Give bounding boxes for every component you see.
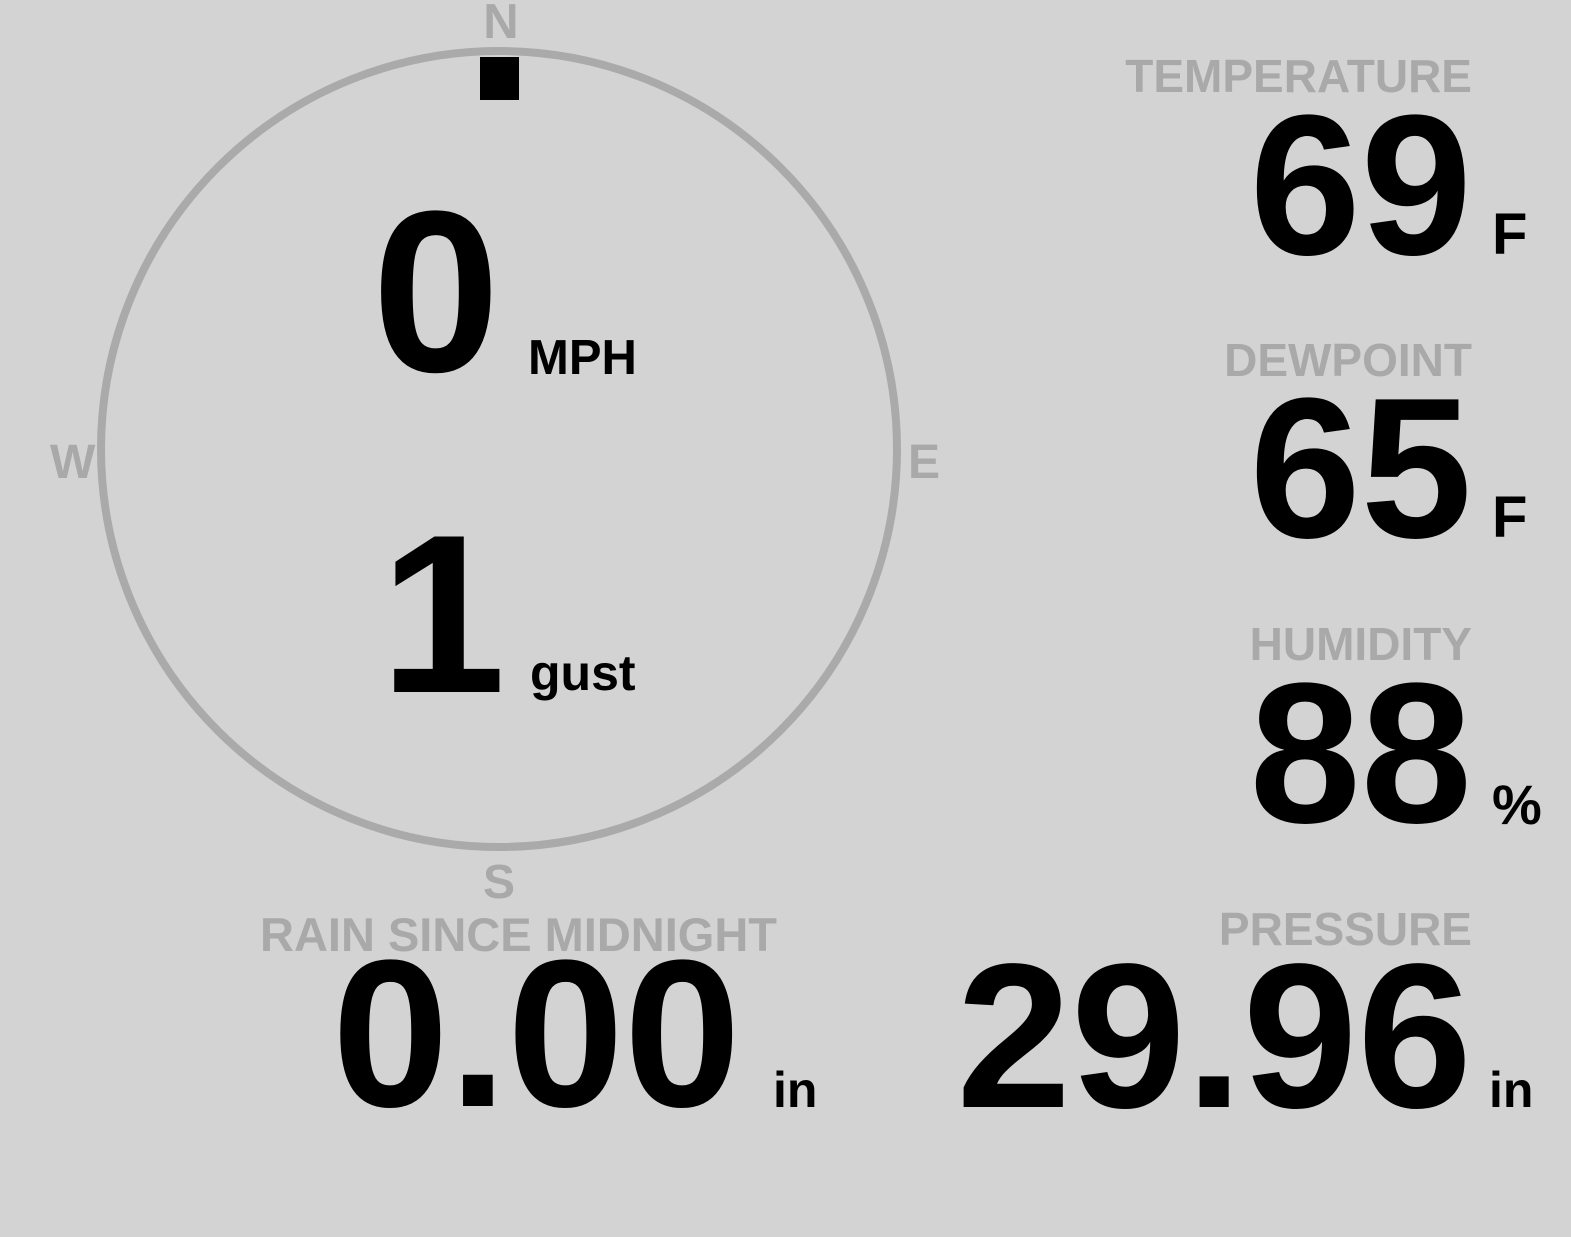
wind-gust-label: gust <box>530 645 636 701</box>
pressure-value: 29.96 <box>956 921 1472 1151</box>
humidity-value: 88 <box>1249 642 1472 865</box>
humidity-unit: % <box>1492 773 1542 836</box>
pressure-label: PRESSURE <box>1218 903 1472 955</box>
compass-north-label: N <box>483 0 519 49</box>
compass-west-label: W <box>50 436 96 489</box>
rain-label: RAIN SINCE MIDNIGHT <box>260 908 777 961</box>
temperature-label: TEMPERATURE <box>1125 50 1472 102</box>
humidity-label: HUMIDITY <box>1249 618 1472 670</box>
dewpoint-value: 65 <box>1249 357 1472 580</box>
temperature-value: 69 <box>1249 74 1472 297</box>
temperature-unit: F <box>1492 202 1528 267</box>
dewpoint-label: DEWPOINT <box>1224 334 1472 386</box>
wind-speed-value: 0 <box>372 163 500 420</box>
compass-east-label: E <box>908 436 941 489</box>
wind-direction-marker <box>480 57 519 100</box>
rain-unit: in <box>773 1062 818 1118</box>
dewpoint-unit: F <box>1492 485 1528 550</box>
pressure-unit: in <box>1489 1062 1534 1118</box>
wind-gust-value: 1 <box>380 487 506 740</box>
wind-speed-unit: MPH <box>528 331 637 385</box>
rain-value: 0.00 <box>332 916 741 1151</box>
compass-south-label: S <box>482 856 515 909</box>
compass-ring <box>97 47 901 851</box>
